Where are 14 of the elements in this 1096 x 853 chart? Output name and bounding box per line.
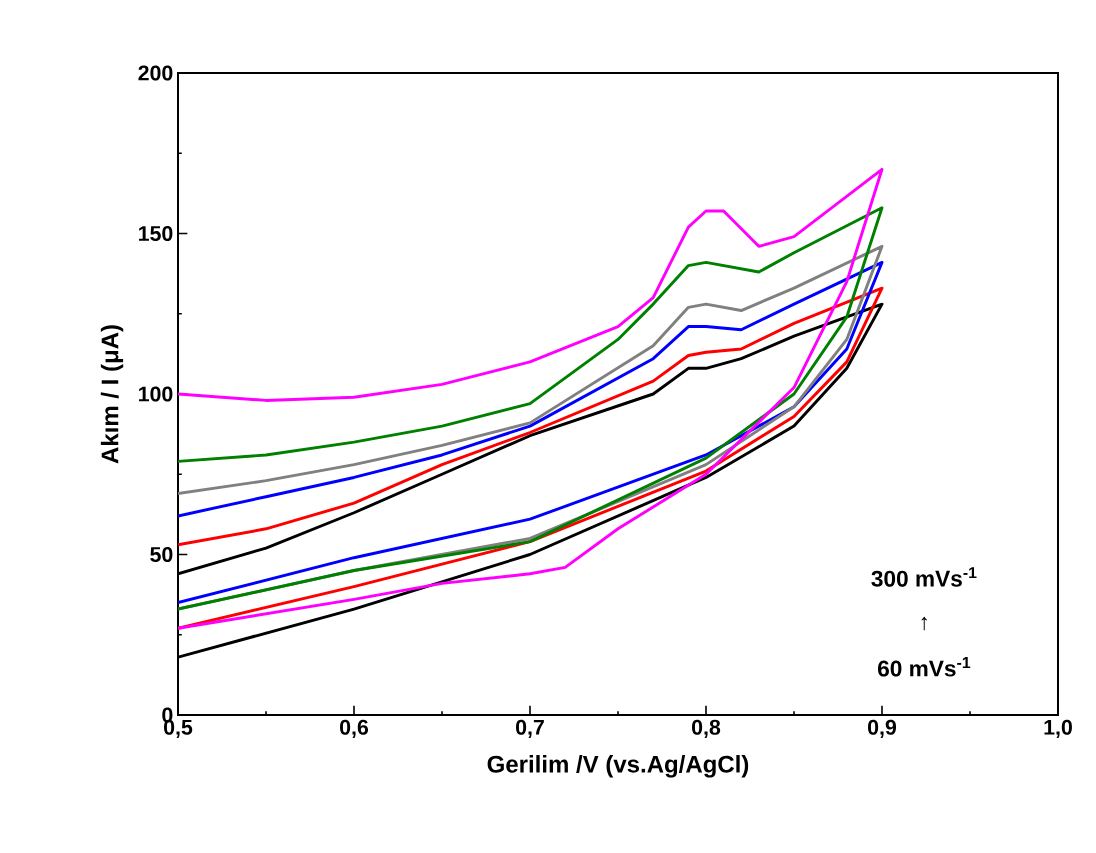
- y-tick-label: 200: [138, 65, 173, 81]
- x-axis-title: Gerilim /V (vs.Ag/AgCl): [487, 755, 749, 778]
- y-tick-label: 100: [139, 386, 173, 402]
- y-tick-label: 50: [150, 546, 173, 563]
- annotation: ↑: [921, 616, 927, 631]
- y-tick-label: 150: [139, 225, 173, 242]
- annotation: 60 mVs$^{-1}$: [877, 657, 971, 677]
- annotation: 300 mVs$^{-1}$: [871, 567, 977, 587]
- x-tick-label: 0,8: [692, 719, 721, 738]
- x-tick-label: 0,9: [868, 719, 897, 738]
- y-axis-title: Akım / I (μA): [100, 325, 124, 464]
- x-tick-label: 0,6: [340, 719, 369, 738]
- x-tick-label: 1,0: [1044, 719, 1072, 738]
- x-tick-label: 0,7: [516, 719, 544, 738]
